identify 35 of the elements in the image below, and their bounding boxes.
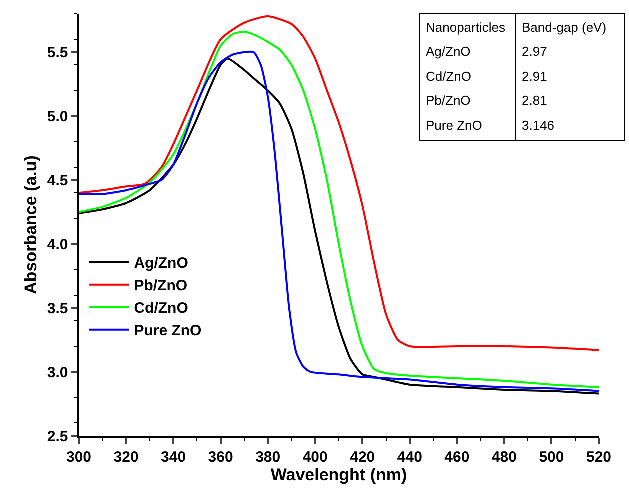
y-tick-label: 3.0 (47, 364, 68, 382)
y-tick-label: 3.5 (47, 300, 68, 318)
y-tick-label: 5.0 (47, 108, 68, 126)
annotation: 2.91 (522, 69, 548, 84)
y-tick-label: 2.5 (47, 428, 68, 446)
x-tick-label: 420 (350, 448, 376, 466)
annotation: Ag/ZnO (426, 44, 471, 59)
y-axis-title: Absorbance (a.u) (21, 156, 40, 294)
annotation: Cd/ZnO (426, 69, 472, 84)
x-tick-label: 500 (539, 448, 564, 466)
annotation: Nanoparticles (426, 20, 506, 35)
y-tick-label: 4.5 (47, 172, 68, 190)
annotation: 2.97 (522, 44, 548, 59)
x-tick-label: 380 (256, 448, 281, 466)
annotation: Band-gap (eV) (522, 20, 607, 35)
x-tick-label: 520 (586, 448, 612, 466)
x-tick-label: 440 (397, 448, 422, 466)
legend-label: Cd/ZnO (134, 300, 189, 318)
x-tick-label: 340 (161, 448, 186, 466)
x-axis-title: Wavelenght (nm) (270, 466, 408, 485)
legend-label: Ag/ZnO (134, 255, 189, 272)
x-tick-label: 400 (302, 448, 328, 466)
x-tick-label: 480 (492, 448, 517, 466)
annotation: 3.146 (522, 118, 555, 133)
x-tick-label: 360 (208, 448, 234, 466)
annotation: 2.81 (522, 93, 548, 108)
x-tick-label: 320 (114, 448, 139, 466)
legend-label: Pure ZnO (134, 322, 202, 340)
y-tick-label: 5.5 (47, 44, 68, 62)
annotation: Pure ZnO (426, 118, 482, 133)
x-tick-label: 460 (444, 448, 470, 466)
y-tick-label: 4.0 (47, 236, 68, 254)
annotation: Pb/ZnO (426, 93, 471, 108)
legend-label: Pb/ZnO (134, 278, 188, 295)
x-tick-label: 300 (66, 448, 92, 466)
